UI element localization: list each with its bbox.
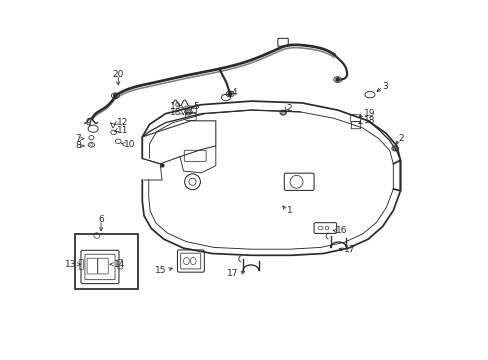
Circle shape [113,94,117,98]
Text: 4: 4 [231,87,237,96]
Text: 7: 7 [76,134,81,143]
Text: 15: 15 [155,266,166,275]
Text: 6: 6 [98,215,104,224]
Text: 14: 14 [113,260,125,269]
Text: 12: 12 [117,118,128,127]
Circle shape [335,77,339,82]
Text: 19: 19 [169,102,181,111]
Text: 2: 2 [398,134,404,143]
Circle shape [281,111,285,115]
Bar [75,234,138,289]
Text: 2: 2 [286,104,292,113]
Text: 5: 5 [193,102,199,111]
Text: 19: 19 [363,109,374,118]
Text: 20: 20 [112,70,123,79]
Text: 18: 18 [363,116,374,125]
Text: 3: 3 [382,82,387,91]
Text: 17: 17 [344,246,355,255]
Circle shape [185,110,191,115]
Text: 10: 10 [124,140,136,149]
Circle shape [392,146,396,150]
Text: 8: 8 [76,141,81,150]
Text: 18: 18 [169,108,181,117]
Text: 13: 13 [65,260,77,269]
Text: 11: 11 [117,126,128,135]
Text: 16: 16 [335,226,347,235]
Text: 1: 1 [286,206,292,215]
Text: 9: 9 [85,118,91,127]
Circle shape [227,92,232,96]
Text: 17: 17 [226,269,238,278]
